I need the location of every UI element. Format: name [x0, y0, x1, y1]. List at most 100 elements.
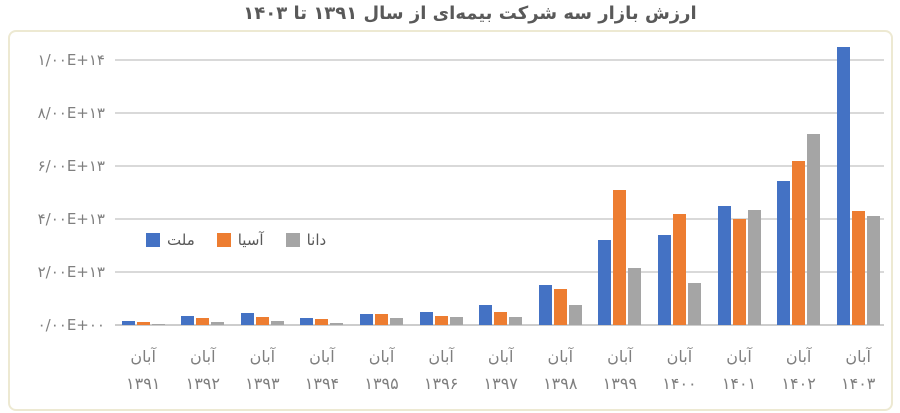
x-tick-month: آبان [130, 347, 156, 366]
y-tick-label: ۲/۰۰E+۱۳ [37, 263, 105, 281]
x-tick-year: ۱۳۹۴ [304, 374, 340, 393]
x-tick-month: آبان [487, 347, 514, 366]
legend-marker-dana [285, 233, 300, 247]
bar-mellat-1394 [300, 318, 314, 325]
bar-asia-1392 [196, 318, 210, 325]
x-tick-month: آبان [547, 347, 574, 366]
x-tick-label-1393: آبان ۱۳۹۳ [230, 343, 294, 397]
bar-dana-1394 [330, 322, 344, 325]
bar-group-1402 [777, 134, 821, 325]
bar-mellat-1400 [657, 234, 671, 325]
x-tick-year: ۱۳۹۹ [602, 374, 638, 393]
x-tick-year: ۱۴۰۰ [662, 374, 697, 393]
bar-group-1395 [360, 313, 404, 325]
x-tick-year: ۱۳۹۲ [185, 374, 220, 393]
x-tick-month: آبان [368, 347, 395, 366]
bar-dana-1395 [390, 317, 404, 325]
bar-mellat-1403 [836, 46, 850, 325]
bar-group-1394 [300, 318, 344, 325]
y-tick-label: ۶/۰۰E+۱۳ [37, 157, 105, 175]
bar-dana-1403 [866, 216, 880, 325]
gridline [115, 271, 884, 273]
bar-group-1396 [419, 312, 463, 325]
y-tick-label: ۱/۰۰E+۱۴ [37, 51, 105, 69]
bar-asia-1399 [613, 189, 627, 325]
bar-asia-1398 [553, 289, 567, 325]
legend-label-asia: آسیا [237, 231, 264, 249]
x-tick-year: ۱۴۰۳ [841, 374, 876, 393]
bar-group-1398 [538, 285, 582, 325]
legend-marker-mellat [146, 233, 160, 247]
bar-dana-1398 [568, 305, 582, 325]
x-tick-year: ۱۳۹۷ [483, 374, 518, 393]
bar-group-1400 [657, 213, 701, 325]
gridline [115, 59, 884, 61]
x-tick-year: ۱۳۹۳ [245, 374, 280, 393]
bar-dana-1402 [807, 134, 821, 325]
bar-mellat-1396 [419, 312, 433, 325]
bar-asia-1403 [851, 211, 865, 325]
x-tick-month: آبان [428, 347, 454, 366]
x-tick-month: آبان [190, 347, 216, 366]
y-tick-label: ۰/۰۰E+۰۰ [37, 316, 105, 334]
legend-item-dana: دانا [285, 231, 327, 249]
bar-dana-1399 [628, 268, 642, 325]
x-tick-label-1400: آبان ۱۴۰۰ [647, 343, 711, 397]
bar-mellat-1391 [121, 321, 135, 325]
bar-dana-1392 [211, 321, 225, 325]
y-tick-label: ۴/۰۰E+۱۳ [37, 210, 105, 228]
bar-mellat-1393 [240, 313, 254, 325]
bar-asia-1395 [375, 314, 389, 325]
bar-dana-1396 [449, 317, 463, 325]
bar-asia-1391 [136, 322, 150, 325]
bar-group-1393 [240, 313, 284, 325]
legend: ملت آسیا دانا [146, 231, 326, 249]
bar-group-1403 [836, 46, 880, 325]
bar-dana-1393 [270, 320, 284, 325]
x-tick-month: آبان [249, 347, 276, 366]
x-tick-year: ۱۳۹۶ [423, 374, 459, 393]
bar-mellat-1399 [598, 240, 612, 325]
bar-mellat-1401 [717, 205, 731, 325]
x-tick-year: ۱۳۹۸ [543, 374, 578, 393]
bar-group-1391 [121, 321, 165, 325]
bar-group-1399 [598, 189, 642, 325]
bar-asia-1394 [315, 318, 329, 325]
legend-item-asia: آسیا [216, 231, 264, 249]
legend-marker-asia [216, 233, 231, 247]
legend-label-dana: دانا [306, 231, 327, 249]
x-tick-month: آبان [309, 347, 335, 366]
bar-dana-1397 [509, 316, 523, 325]
bar-asia-1400 [672, 213, 686, 325]
bar-group-1397 [479, 305, 523, 325]
x-tick-year: ۱۳۹۱ [126, 374, 161, 393]
bar-group-1392 [181, 315, 225, 325]
x-tick-label-1403: آبان ۱۴۰۳ [826, 343, 890, 397]
bar-dana-1391 [151, 323, 165, 325]
bar-group-1401 [717, 205, 761, 325]
x-tick-month: آبان [845, 347, 871, 366]
bar-mellat-1402 [777, 180, 791, 325]
x-tick-label-1397: آبان ۱۳۹۷ [469, 343, 533, 397]
bar-asia-1401 [732, 219, 746, 325]
gridline [115, 112, 884, 114]
x-tick-month: آبان [666, 347, 693, 366]
x-tick-label-1396: آبان ۱۳۹۶ [409, 343, 473, 397]
x-tick-year: ۱۴۰۲ [781, 374, 816, 393]
bar-dana-1401 [747, 209, 761, 325]
x-tick-label-1395: آبان ۱۳۹۵ [350, 343, 414, 397]
bar-mellat-1398 [538, 285, 552, 325]
x-tick-label-1391: آبان ۱۳۹۱ [111, 343, 175, 397]
bar-mellat-1392 [181, 315, 195, 325]
x-tick-label-1392: آبان ۱۳۹۲ [171, 343, 235, 397]
bar-mellat-1395 [360, 313, 374, 325]
bar-asia-1402 [792, 160, 806, 325]
y-tick-label: ۸/۰۰E+۱۳ [37, 104, 105, 122]
gridline [115, 165, 884, 167]
x-tick-label-1398: آبان ۱۳۹۸ [528, 343, 592, 397]
bar-dana-1400 [687, 282, 701, 325]
bar-asia-1396 [434, 315, 448, 325]
x-tick-label-1401: آبان ۱۴۰۱ [707, 343, 771, 397]
x-tick-label-1402: آبان ۱۴۰۲ [767, 343, 831, 397]
